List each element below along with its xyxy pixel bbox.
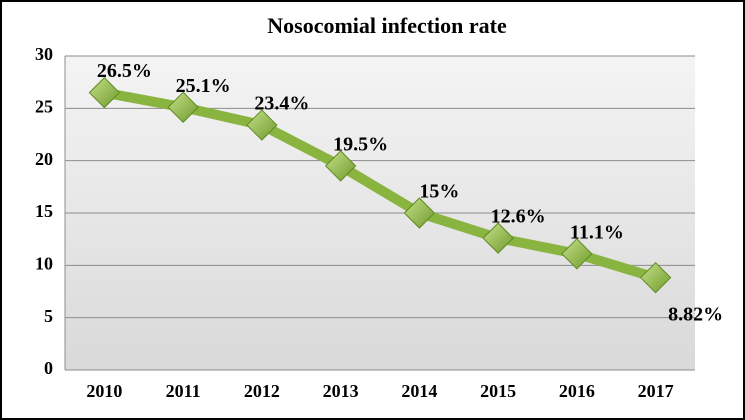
- data-marker: [482, 222, 514, 254]
- y-tick-label: 30: [35, 44, 53, 64]
- data-marker: [88, 76, 121, 109]
- y-tick-label: 5: [44, 306, 53, 326]
- y-tick-label: 25: [35, 96, 53, 116]
- data-label: 8.82%: [668, 303, 723, 325]
- y-tick-label: 10: [35, 253, 53, 273]
- data-label: 12.6%: [491, 206, 546, 228]
- data-label: 11.1%: [570, 221, 624, 243]
- data-label: 19.5%: [333, 133, 388, 155]
- y-tick-label: 20: [35, 149, 53, 169]
- y-tick-label: 0: [44, 358, 53, 378]
- x-tick-label: 2010: [86, 381, 122, 401]
- x-tick-label: 2016: [559, 381, 595, 401]
- data-label: 15%: [419, 181, 459, 203]
- y-tick-label: 15: [35, 201, 53, 221]
- data-marker: [246, 109, 278, 141]
- x-tick-label: 2011: [166, 381, 201, 401]
- data-marker: [167, 91, 199, 123]
- x-tick-label: 2015: [480, 381, 516, 401]
- data-label: 23.4%: [254, 93, 309, 115]
- data-marker: [561, 238, 593, 270]
- data-marker: [324, 150, 357, 182]
- data-label: 26.5%: [97, 60, 152, 82]
- data-marker: [403, 197, 436, 229]
- chart-title: Nosocomial infection rate: [267, 13, 507, 38]
- x-tick-label: 2017: [638, 381, 674, 401]
- data-line: [99, 87, 661, 283]
- data-marker: [639, 261, 672, 294]
- x-tick-label: 2014: [401, 381, 437, 401]
- x-tick-label: 2013: [323, 381, 359, 401]
- data-label: 25.1%: [176, 75, 231, 97]
- x-tick-label: 2012: [244, 381, 280, 401]
